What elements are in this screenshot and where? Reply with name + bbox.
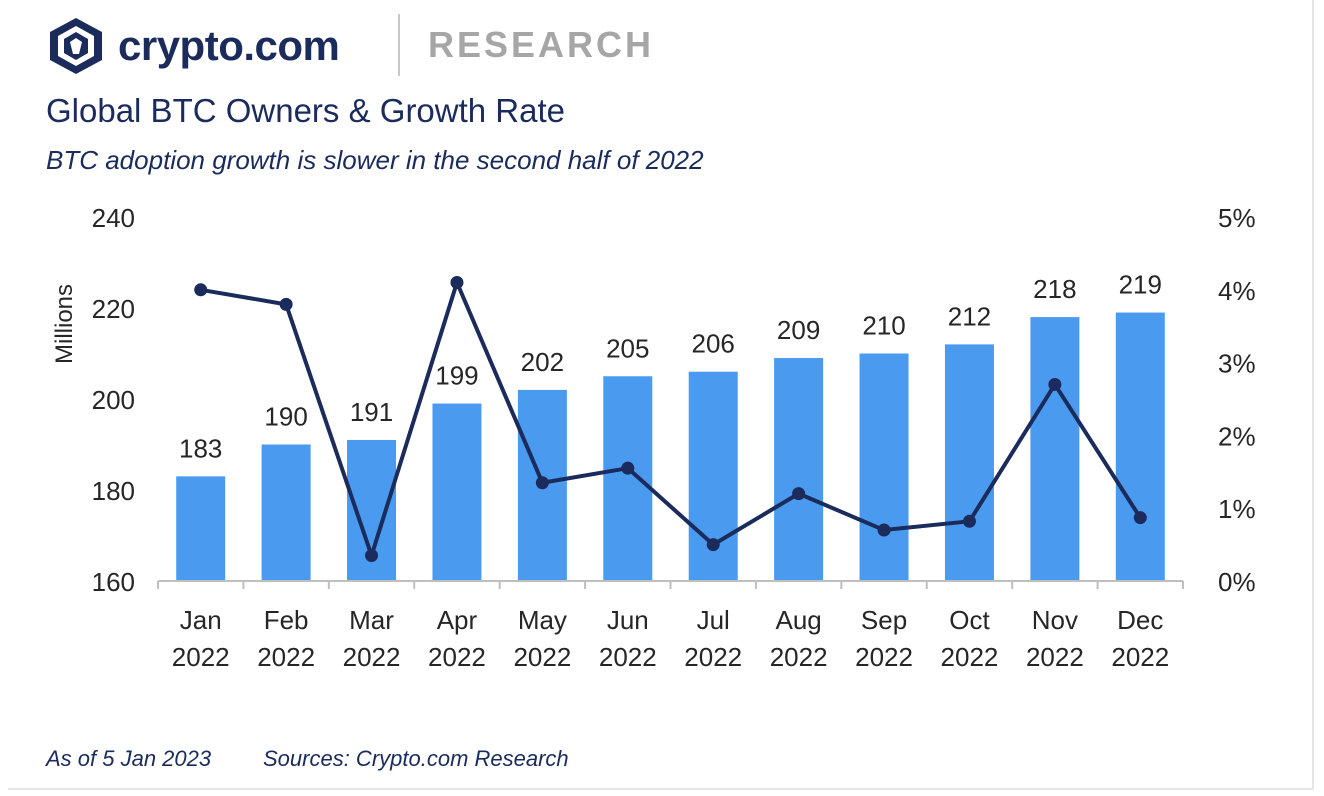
bar-data-label: 209 xyxy=(777,315,820,345)
bar xyxy=(1115,312,1165,581)
crypto-com-logo-icon xyxy=(50,18,102,74)
y2-tick-label: 4% xyxy=(1218,276,1256,306)
growth-point xyxy=(279,297,293,311)
x-tick-label: Sep 2022 xyxy=(855,605,913,672)
x-tick-label: Jan 2022 xyxy=(172,605,230,672)
y2-tick-label: 0% xyxy=(1218,567,1256,597)
growth-point xyxy=(706,538,720,552)
bar-data-label: 218 xyxy=(1033,274,1076,304)
as-of-date: As of 5 Jan 2023 xyxy=(46,746,212,771)
bar-series xyxy=(176,312,1165,581)
growth-point xyxy=(621,461,635,475)
x-tick-label: Jun 2022 xyxy=(599,605,657,672)
y2-tick-label: 5% xyxy=(1218,203,1256,233)
brand-divider xyxy=(398,14,400,76)
y-tick-label: 220 xyxy=(92,294,135,324)
brand: crypto.com xyxy=(48,16,340,76)
growth-point xyxy=(877,523,891,537)
growth-point xyxy=(535,476,549,490)
growth-point xyxy=(792,487,806,501)
bar-data-label: 183 xyxy=(179,433,222,463)
x-tick-label: Mar 2022 xyxy=(343,605,401,672)
bar xyxy=(603,376,653,581)
bar-data-label: 212 xyxy=(948,301,991,331)
section-label: RESEARCH xyxy=(428,24,655,65)
bar xyxy=(859,353,909,581)
legend: BTC Owners BTC Owners MoM Growth (%) xyxy=(416,696,1041,700)
x-tick-label: Nov 2022 xyxy=(1026,605,1084,672)
x-tick-label: Jul 2022 xyxy=(684,605,742,672)
y-axis-title: Millions xyxy=(51,284,78,364)
y2-tick-label: 2% xyxy=(1218,421,1256,451)
bar-data-label: 206 xyxy=(692,329,735,359)
bar xyxy=(774,358,824,581)
bar-data-label: 199 xyxy=(435,361,478,391)
growth-point xyxy=(1048,377,1062,391)
bar-data-label: 219 xyxy=(1119,270,1162,300)
y-axis-left: 160 180 200 220 240 Millions xyxy=(51,203,135,597)
combo-chart: 160 180 200 220 240 Millions 0% 1% 2% 3% 4% 5% 183… xyxy=(51,203,1256,700)
growth-point xyxy=(194,283,208,297)
y2-tick-label: 3% xyxy=(1218,349,1256,379)
sources-note: Sources: Crypto.com Research xyxy=(263,746,569,771)
y-axis-right: 0% 1% 2% 3% 4% 5% xyxy=(1218,203,1256,597)
chart-card: crypto.com RESEARCH Global BTC Owners & … xyxy=(8,0,1314,790)
x-tick-label: Apr 2022 xyxy=(428,605,486,672)
bar-data-label: 205 xyxy=(606,333,649,363)
chart-subtitle: BTC adoption growth is slower in the sec… xyxy=(46,145,704,175)
growth-point xyxy=(1133,511,1147,525)
bar-data-label: 210 xyxy=(862,311,905,341)
growth-point xyxy=(450,276,464,290)
bar xyxy=(432,403,482,581)
y-tick-label: 180 xyxy=(92,476,135,506)
line-series xyxy=(194,276,1147,563)
x-tick-label: Feb 2022 xyxy=(257,605,315,672)
x-axis: Jan 2022 Feb 2022 Mar 2022 Apr 2022 May 2022 Jun 20… xyxy=(157,580,1184,672)
legend-bar-label: BTC Owners xyxy=(416,696,565,700)
bar-data-label: 202 xyxy=(521,347,564,377)
brand-name: crypto.com xyxy=(118,22,340,69)
growth-point xyxy=(962,514,976,528)
bar xyxy=(944,344,994,581)
bar xyxy=(261,444,311,581)
y-tick-label: 240 xyxy=(92,203,135,233)
y-tick-label: 160 xyxy=(92,567,135,597)
bar-data-labels: 183 190 191 199 202 205 206 209 210 212 218 219 xyxy=(179,270,1162,464)
x-tick-label: Aug 2022 xyxy=(770,605,828,672)
x-tick-label: May 2022 xyxy=(513,605,571,672)
bar xyxy=(1030,317,1080,581)
growth-line xyxy=(200,280,1142,558)
y2-tick-label: 1% xyxy=(1218,494,1256,524)
chart-title: Global BTC Owners & Growth Rate xyxy=(46,92,566,129)
y-tick-label: 200 xyxy=(92,385,135,415)
bar-data-label: 190 xyxy=(264,402,307,432)
legend-line-label: BTC Owners MoM Growth (%) xyxy=(688,696,1041,700)
growth-point xyxy=(365,549,379,563)
bar-data-label: 191 xyxy=(350,397,393,427)
bar xyxy=(176,476,226,581)
x-tick-label: Oct 2022 xyxy=(941,605,999,672)
x-tick-label: Dec 2022 xyxy=(1111,605,1169,672)
